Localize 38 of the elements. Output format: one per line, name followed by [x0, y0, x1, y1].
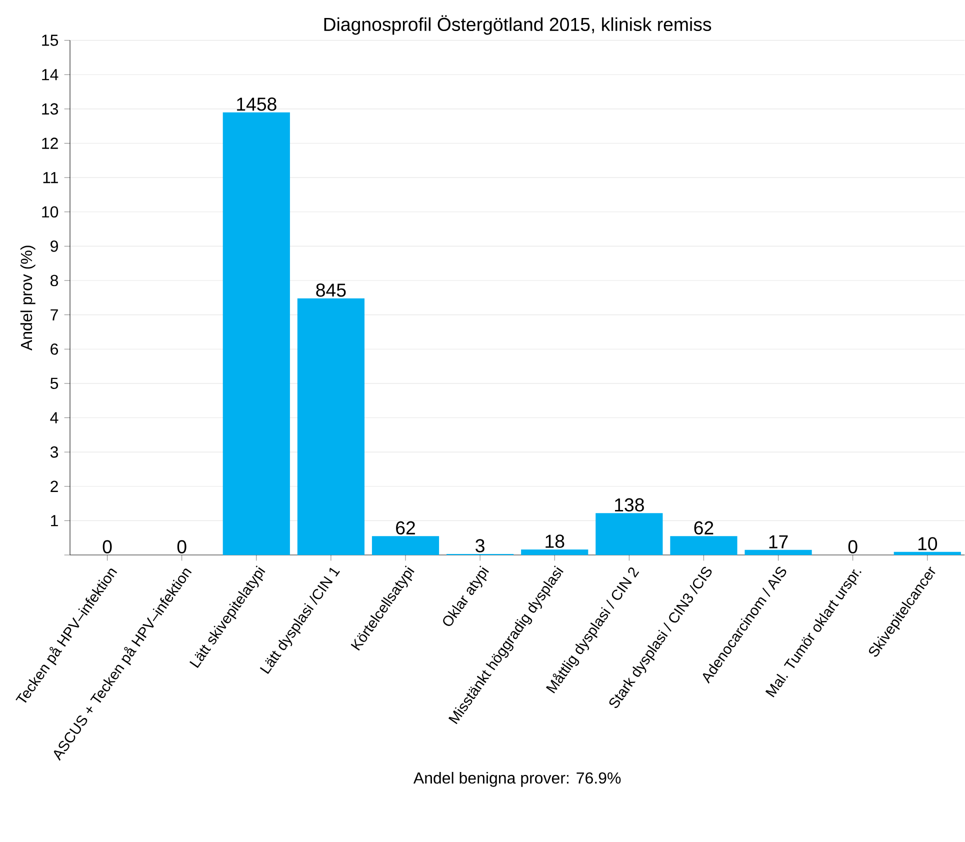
y-tick-label: 9: [50, 240, 58, 252]
y-tick-label: 5: [50, 378, 58, 390]
bar: [521, 550, 588, 555]
bar: [297, 298, 364, 555]
annotation: 17: [769, 535, 788, 548]
annotation: 62: [396, 521, 415, 535]
annotation: 0: [102, 540, 112, 554]
bar: [596, 513, 663, 555]
annotation: 18: [546, 534, 564, 548]
bar: [894, 552, 961, 555]
x-axis-title: Andel benigna prover: 76.9%: [413, 772, 621, 787]
y-tick-label: 3: [50, 446, 58, 458]
annotation: 138: [615, 498, 644, 512]
y-tick-label: 2: [50, 480, 58, 492]
annotation: 3: [476, 539, 484, 552]
bar: [744, 550, 812, 555]
y-tick-label: 13: [42, 103, 58, 115]
bar: [222, 112, 290, 555]
y-tick-label: 1: [51, 515, 58, 526]
y-axis-title: Andel prov (%): [20, 246, 36, 351]
chart-title: Diagnosprofil Östergötland 2015, klinisk remiss: [324, 15, 712, 35]
y-tick-label: 7: [50, 309, 58, 320]
y-tick-label: 4: [50, 412, 58, 424]
annotation: 0: [177, 540, 186, 554]
bar: [372, 536, 440, 555]
annotation: 62: [694, 521, 714, 535]
y-tick-label: 12: [42, 138, 58, 149]
y-tick-label: 11: [43, 172, 58, 184]
y-tick-label: 6: [50, 343, 58, 355]
y-tick-label: 8: [50, 274, 58, 286]
bar: [670, 536, 738, 555]
y-tick-label: 14: [42, 69, 58, 80]
y-tick-label: 15: [42, 34, 58, 46]
y-tick-label: 10: [42, 206, 58, 218]
annotation: 845: [316, 284, 346, 297]
annotation: 10: [918, 537, 938, 550]
annotation: 0: [848, 540, 858, 554]
annotation: 1458: [237, 98, 276, 111]
